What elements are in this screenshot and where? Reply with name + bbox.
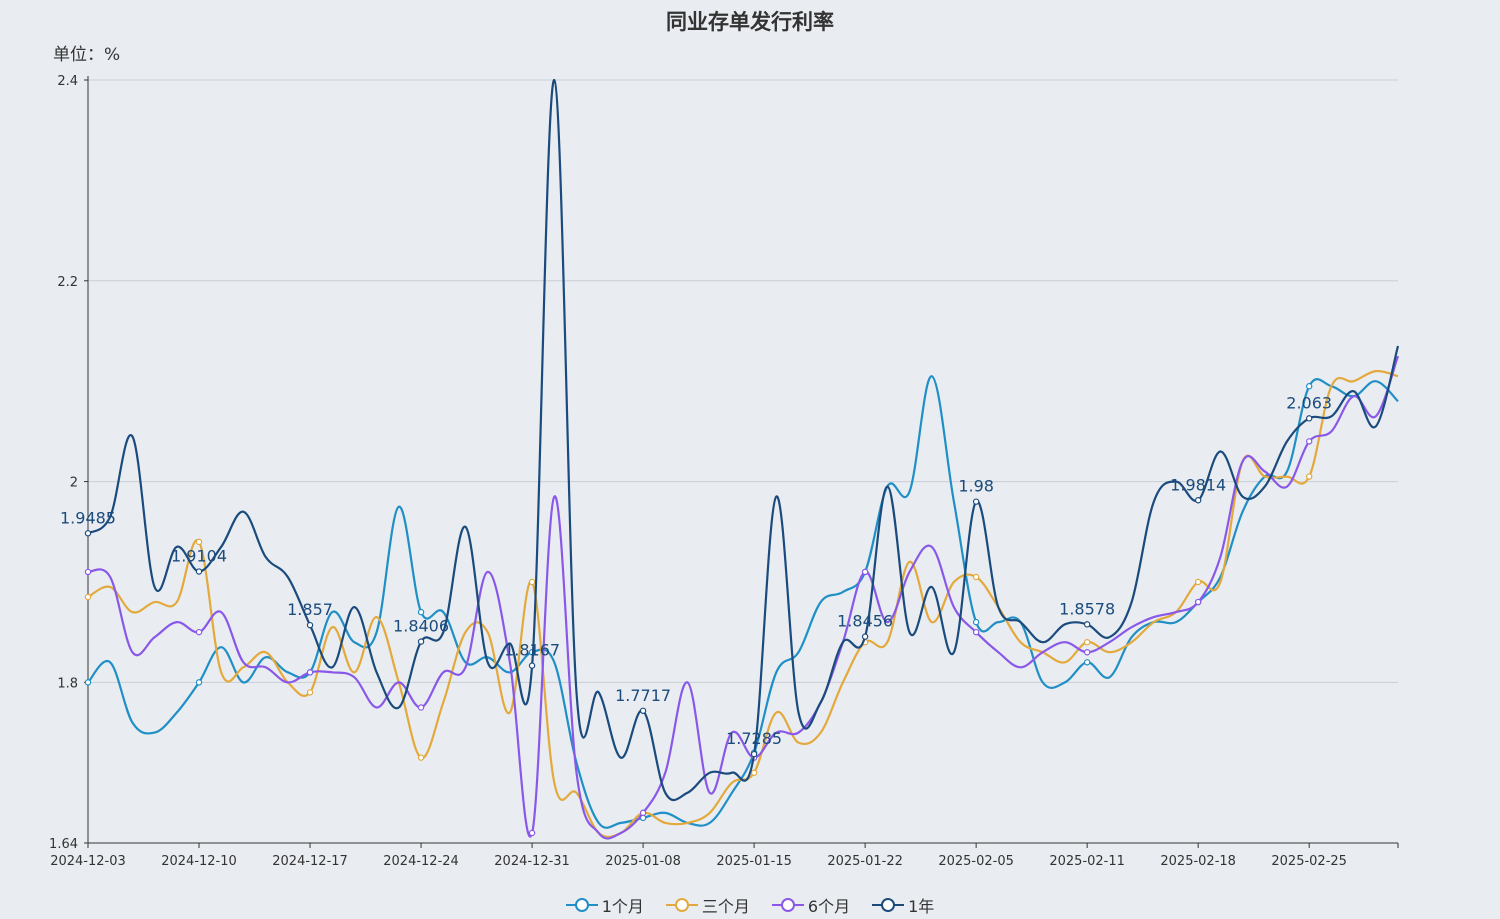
- data-point: [528, 662, 536, 669]
- legend-label: 1年: [908, 897, 935, 916]
- data-label: 1.8578: [1059, 599, 1115, 618]
- data-point: [1083, 621, 1091, 628]
- data-label: 1.8456: [837, 612, 893, 631]
- data-label: 1.9485: [60, 508, 116, 527]
- series-line: [87, 369, 1399, 839]
- y-tick-label: 1.8: [57, 676, 78, 691]
- data-label: 1.9814: [1170, 475, 1226, 494]
- chart-title: 同业存单发行利率: [666, 10, 834, 34]
- data-point: [417, 704, 425, 711]
- data-point: [1305, 415, 1313, 422]
- data-point: [195, 538, 203, 546]
- legend: 1个月 三个月 6个月 1年: [0, 893, 1500, 917]
- data-point: [306, 689, 314, 696]
- legend-line-icon: [872, 898, 905, 912]
- data-point: [306, 669, 314, 676]
- legend-label: 6个月: [807, 897, 851, 916]
- x-tick-label: 2024-12-24: [383, 854, 459, 869]
- legend-item[interactable]: 1个月: [565, 893, 644, 917]
- data-point: [750, 769, 758, 776]
- data-point: [417, 754, 425, 761]
- y-tick-label: 1.64: [49, 837, 78, 852]
- unit-label: 单位：%: [53, 45, 121, 65]
- data-point: [1083, 639, 1091, 646]
- data-point: [750, 750, 758, 758]
- series-lines: [84, 78, 1400, 840]
- data-point: [972, 573, 980, 581]
- data-point: [306, 621, 314, 629]
- series-line: [87, 78, 1400, 802]
- data-point: [1305, 438, 1313, 445]
- x-tick-label: 2024-12-10: [161, 854, 237, 869]
- legend-line-icon: [771, 898, 804, 912]
- data-label: 1.7285: [726, 729, 782, 748]
- data-label: 1.7717: [615, 686, 671, 705]
- data-point: [528, 578, 536, 586]
- legend-label: 三个月: [701, 897, 750, 916]
- data-point: [195, 628, 203, 636]
- data-point: [972, 618, 980, 626]
- data-label: 1.8167: [504, 641, 560, 660]
- x-tick-label: 2024-12-31: [494, 854, 570, 869]
- x-tick-label: 2025-02-25: [1271, 854, 1347, 869]
- axes: 1.64 1.8 2 2.2 2.4 2024-12-03 2024-12-10 2024-1…: [49, 74, 1399, 869]
- x-tick-label: 2025-01-22: [827, 854, 903, 869]
- data-label: 2.063: [1286, 393, 1332, 412]
- data-point: [1083, 659, 1091, 666]
- legend-label: 1个月: [601, 897, 644, 916]
- data-point: [972, 498, 980, 505]
- data-point: [84, 568, 92, 576]
- series-3: [84, 78, 1400, 802]
- data-point: [861, 633, 869, 640]
- x-tick-label: 2025-02-11: [1049, 854, 1125, 869]
- x-tick-label: 2025-02-05: [938, 854, 1014, 869]
- data-point: [195, 568, 203, 575]
- x-tick-label: 2025-01-15: [716, 854, 792, 869]
- x-tick-label: 2025-01-08: [605, 854, 681, 869]
- legend-item[interactable]: 三个月: [665, 893, 750, 917]
- data-point: [84, 530, 92, 537]
- series-2: [84, 355, 1400, 840]
- y-tick-label: 2: [70, 476, 78, 491]
- data-label: 1.98: [958, 477, 994, 496]
- data-point: [417, 608, 425, 616]
- series-1: [84, 369, 1399, 839]
- legend-item[interactable]: 1年: [872, 893, 934, 917]
- legend-line-icon: [665, 898, 698, 912]
- grid-lines: [88, 79, 1398, 683]
- y-tick-label: 2.2: [57, 275, 78, 290]
- x-tick-label: 2024-12-03: [50, 854, 126, 869]
- data-labels: 1.9485 1.9104 1.857 1.8406 1.8167 1.7717 1.728…: [60, 393, 1332, 748]
- data-point: [84, 679, 92, 686]
- data-point: [1305, 473, 1313, 480]
- data-point: [1194, 497, 1202, 504]
- data-point: [195, 679, 203, 686]
- y-tick-label: 2.4: [57, 74, 78, 89]
- data-label: 1.857: [287, 600, 333, 619]
- data-point: [1194, 598, 1202, 606]
- data-point: [1305, 383, 1313, 390]
- data-point: [972, 628, 980, 636]
- data-point: [861, 568, 869, 576]
- data-label: 1.9104: [171, 547, 227, 566]
- series-line: [87, 375, 1399, 829]
- data-point: [1194, 578, 1202, 586]
- data-point: [639, 707, 647, 714]
- data-label: 1.8406: [393, 617, 449, 636]
- legend-item[interactable]: 6个月: [771, 893, 851, 917]
- data-point: [417, 638, 425, 645]
- data-point: [639, 809, 647, 817]
- data-point: [1083, 649, 1091, 656]
- data-point: [84, 593, 92, 601]
- x-tick-label: 2025-02-18: [1160, 854, 1236, 869]
- series-line: [87, 355, 1400, 840]
- legend-line-icon: [565, 898, 598, 912]
- x-tick-label: 2024-12-17: [272, 854, 348, 869]
- data-point: [528, 829, 536, 837]
